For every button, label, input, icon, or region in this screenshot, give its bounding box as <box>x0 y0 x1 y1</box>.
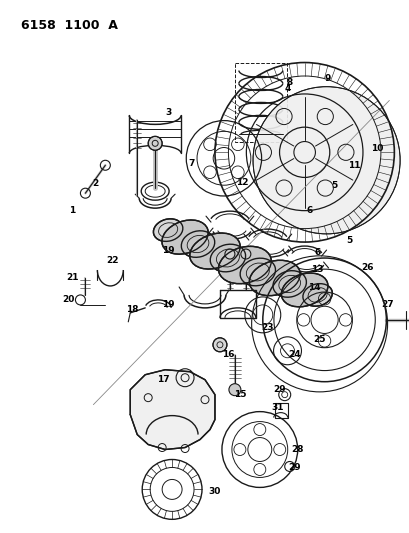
Ellipse shape <box>153 219 182 241</box>
Text: 15: 15 <box>233 390 245 399</box>
Text: 5: 5 <box>346 236 352 245</box>
Ellipse shape <box>252 87 399 234</box>
Ellipse shape <box>181 231 214 257</box>
Text: 30: 30 <box>208 487 220 496</box>
Text: 16: 16 <box>221 350 234 359</box>
Text: 29: 29 <box>288 463 300 472</box>
Text: 9: 9 <box>324 74 330 83</box>
Text: 24: 24 <box>288 350 300 359</box>
Text: 14: 14 <box>308 284 320 293</box>
Ellipse shape <box>240 258 275 286</box>
Bar <box>234 62 286 142</box>
Text: 19: 19 <box>162 301 174 309</box>
Ellipse shape <box>218 246 271 284</box>
Text: 21: 21 <box>66 273 79 282</box>
Polygon shape <box>130 370 214 449</box>
Ellipse shape <box>189 233 240 269</box>
Text: 20: 20 <box>62 295 74 304</box>
Text: 4: 4 <box>284 84 290 93</box>
Text: 28: 28 <box>291 445 303 454</box>
Ellipse shape <box>281 273 327 307</box>
Text: 18: 18 <box>126 305 138 314</box>
Text: 25: 25 <box>312 335 325 344</box>
Circle shape <box>225 249 234 259</box>
Text: 3: 3 <box>164 108 171 117</box>
Circle shape <box>148 136 162 150</box>
Circle shape <box>212 338 226 352</box>
Text: 17: 17 <box>157 375 169 384</box>
Text: 5: 5 <box>330 181 337 190</box>
Text: 19: 19 <box>162 246 174 255</box>
Text: 23: 23 <box>261 324 273 333</box>
Ellipse shape <box>302 284 332 306</box>
Text: 6: 6 <box>306 206 312 215</box>
Text: 12: 12 <box>235 177 247 187</box>
Text: 7: 7 <box>189 159 195 168</box>
Ellipse shape <box>272 271 306 297</box>
Text: 6: 6 <box>314 247 320 256</box>
Text: 2: 2 <box>92 179 98 188</box>
Text: 13: 13 <box>310 265 323 274</box>
Text: 6158  1100  A: 6158 1100 A <box>20 19 117 31</box>
Text: 26: 26 <box>360 263 373 272</box>
Text: 10: 10 <box>370 144 383 153</box>
Text: 31: 31 <box>271 403 283 412</box>
Text: 29: 29 <box>273 385 285 394</box>
Text: 22: 22 <box>106 255 118 264</box>
Circle shape <box>240 249 250 259</box>
Ellipse shape <box>162 220 208 254</box>
Circle shape <box>228 384 240 395</box>
Text: 1: 1 <box>69 206 75 215</box>
Text: 8: 8 <box>286 78 292 87</box>
Ellipse shape <box>249 260 299 296</box>
Ellipse shape <box>210 244 245 272</box>
Text: 11: 11 <box>347 161 360 170</box>
Text: 27: 27 <box>380 301 393 309</box>
